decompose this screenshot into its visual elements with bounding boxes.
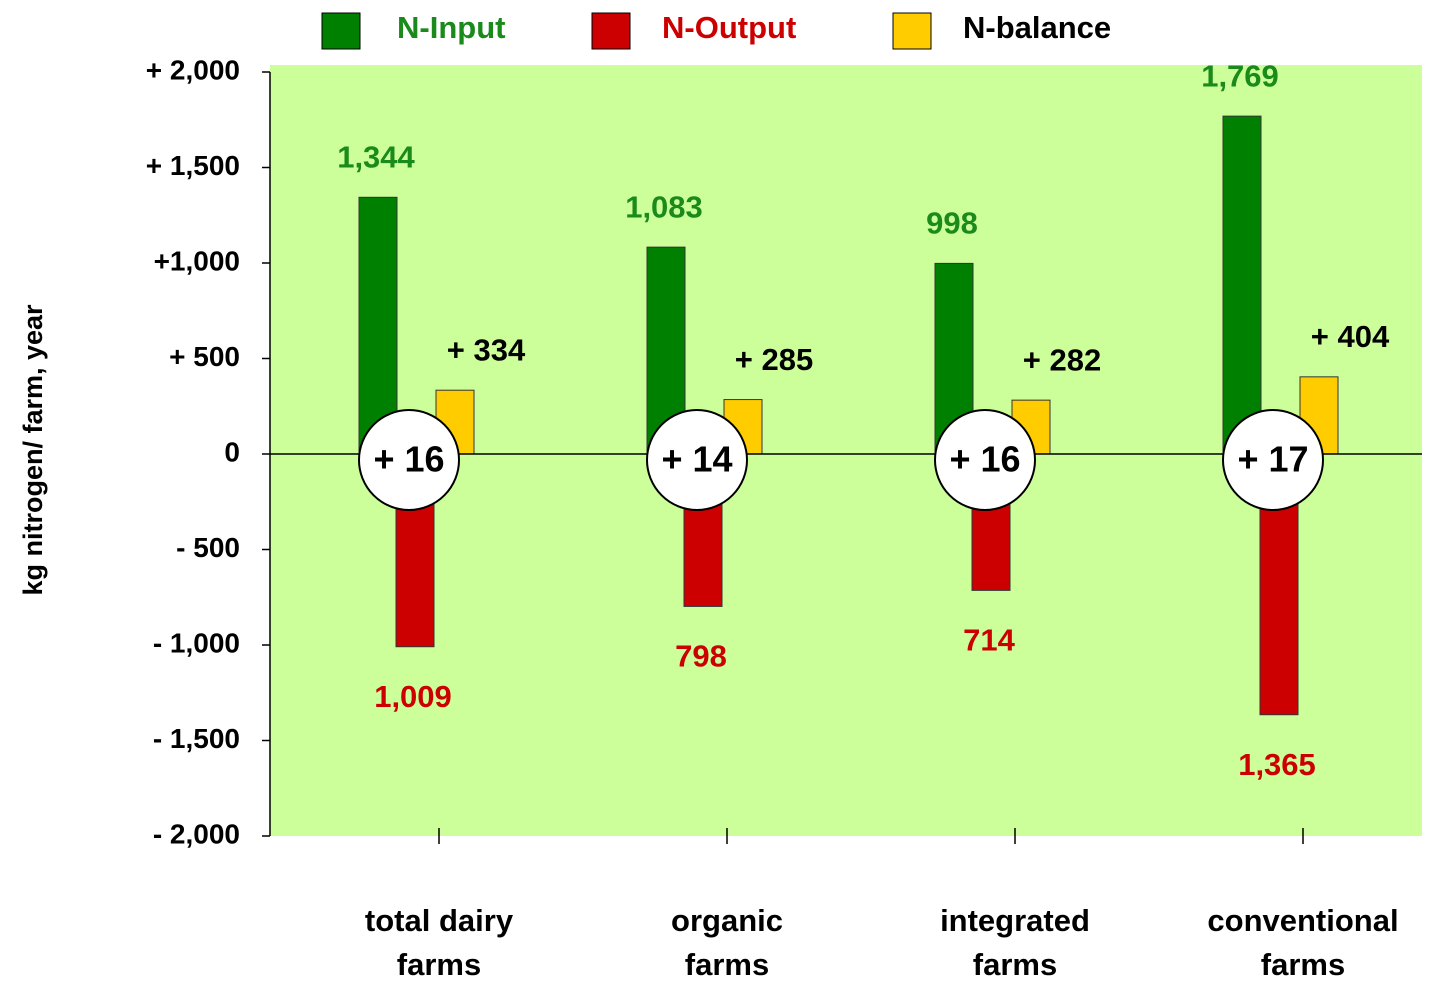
balance-circle (646, 409, 748, 511)
value-label: 1,365 (1238, 747, 1316, 782)
legend-label: N-balance (963, 10, 1111, 45)
balance-circle (1222, 409, 1324, 511)
value-label: + 285 (735, 342, 813, 377)
x-tick-label: farms (1261, 947, 1345, 982)
value-label: 1,009 (374, 679, 452, 714)
y-tick-label: - 2,000 (153, 818, 240, 849)
value-label: + 282 (1023, 342, 1101, 377)
y-axis-label: kg nitrogen/ farm, year (18, 304, 48, 596)
y-tick-label: - 1,500 (153, 723, 240, 754)
circle-label: + 17 (1237, 439, 1308, 480)
value-label: 998 (926, 206, 978, 241)
circle-label: + 16 (373, 439, 444, 480)
circle-label: + 14 (661, 439, 732, 480)
legend-swatch (591, 12, 631, 50)
y-tick-label: + 2,000 (146, 54, 240, 85)
value-label: 1,769 (1201, 58, 1279, 93)
value-label: 714 (963, 623, 1015, 658)
value-label: + 404 (1311, 319, 1390, 354)
x-tick-label: integrated (940, 903, 1090, 938)
x-tick-label: farms (685, 947, 769, 982)
legend-label: N-Input (397, 10, 505, 45)
x-tick-label: conventional (1207, 903, 1398, 938)
value-label: 1,344 (337, 139, 415, 174)
y-tick-label: + 1,500 (146, 150, 240, 181)
balance-circle (358, 409, 460, 511)
y-tick-label: 0 (224, 436, 240, 467)
bar (1222, 115, 1262, 455)
y-tick-label: +1,000 (154, 245, 240, 276)
value-label: 1,083 (625, 189, 703, 224)
x-tick-label: farms (397, 947, 481, 982)
x-tick-label: organic (671, 903, 783, 938)
circle-label: + 16 (949, 439, 1020, 480)
legend-swatch (321, 12, 361, 50)
y-tick-label: + 500 (169, 341, 240, 372)
value-label: 798 (675, 639, 727, 674)
x-tick-label: farms (973, 947, 1057, 982)
y-tick-label: - 500 (176, 532, 240, 563)
value-label: + 334 (447, 332, 526, 367)
bar (358, 196, 398, 455)
y-tick-label: - 1,000 (153, 627, 240, 658)
legend-label: N-Output (662, 10, 796, 45)
x-tick-label: total dairy (365, 903, 514, 938)
legend-swatch (892, 12, 932, 50)
balance-circle (934, 409, 1036, 511)
